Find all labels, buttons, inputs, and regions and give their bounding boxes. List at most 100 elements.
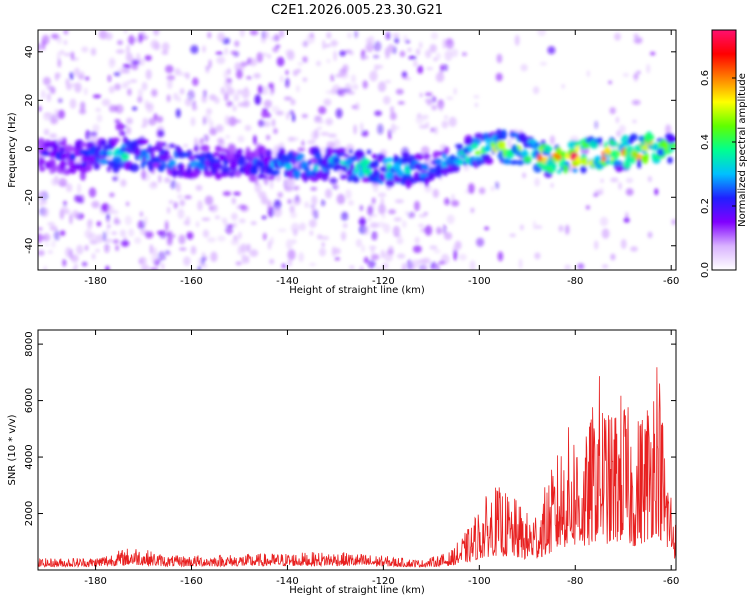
heatmap-ridge-cell: [280, 154, 288, 160]
heatmap-noise-cell: [85, 129, 91, 141]
heatmap-ridge-cell: [667, 156, 673, 164]
heatmap-noise-cell: [417, 65, 424, 74]
heatmap-ridge-cell: [59, 146, 65, 154]
heatmap-noise-cell: [404, 210, 409, 215]
heatmap-noise-cell: [239, 61, 246, 69]
heatmap-ridge-cell: [38, 165, 46, 172]
heatmap-x-tick-label: -120: [372, 276, 395, 287]
heatmap-ridge-cell: [580, 165, 587, 174]
heatmap-noise-cell: [137, 220, 146, 230]
heatmap-noise-cell: [38, 233, 43, 244]
heatmap-noise-cell: [120, 179, 127, 187]
heatmap-ridge-cell: [96, 144, 103, 152]
snr-x-ticks: -180 -160 -140 -120 -100 -80 -60: [84, 330, 679, 587]
heatmap-ridge-cell: [341, 165, 348, 173]
heatmap-noise-cell: [285, 239, 293, 250]
heatmap-noise-cell: [66, 83, 72, 91]
heatmap-ridge-cell: [378, 153, 385, 163]
heatmap-noise-cell: [397, 101, 405, 105]
heatmap-noise-cell: [620, 238, 627, 250]
heatmap-noise-cell: [371, 230, 378, 241]
heatmap-noise-cell: [351, 74, 356, 83]
heatmap-x-tick-label: -180: [84, 276, 107, 287]
heatmap-noise-cell: [325, 118, 334, 126]
heatmap-noise-cell: [49, 225, 58, 231]
heatmap-ridge-cell: [212, 162, 219, 170]
heatmap-noise-cell: [96, 221, 102, 227]
heatmap-noise-cell: [594, 240, 599, 250]
heatmap-ridge-cell: [379, 173, 387, 182]
heatmap-noise-cell: [509, 233, 516, 237]
heatmap-ridge-cell: [401, 152, 410, 158]
heatmap-ridge-cell: [482, 132, 492, 140]
heatmap-ridge-cell: [563, 164, 569, 174]
heatmap-noise-cell: [618, 182, 622, 190]
heatmap-noise-cell: [318, 146, 328, 154]
heatmap-noise-cell: [64, 30, 69, 36]
heatmap-noise-cell: [514, 34, 520, 46]
heatmap-ridge-cell: [292, 169, 302, 179]
heatmap-noise-cell: [287, 198, 292, 205]
heatmap-noise-cell: [369, 70, 378, 82]
heatmap-ridge-cell: [474, 150, 481, 156]
heatmap-noise-cell: [441, 120, 449, 129]
heatmap-noise-cell: [349, 265, 355, 269]
heatmap-ridge-cell: [221, 166, 230, 174]
heatmap-noise-cell: [446, 96, 454, 101]
heatmap-noise-cell: [250, 221, 257, 226]
heatmap-ridge-cell: [401, 157, 411, 164]
heatmap-y-ticks: -40 -20 0 20 40: [24, 45, 676, 254]
heatmap-ridge-cell: [429, 171, 438, 178]
heatmap-ridge-cell: [214, 173, 222, 180]
heatmap-noise-cell: [367, 217, 372, 222]
heatmap-noise-cell: [534, 225, 543, 229]
heatmap-noise-cell: [195, 184, 203, 191]
heatmap-noise-cell: [269, 258, 275, 265]
heatmap-ridge-cell: [332, 156, 341, 165]
heatmap-noise-cell: [322, 39, 326, 50]
heatmap-noise-cell: [293, 228, 298, 237]
heatmap-noise-cell: [156, 115, 164, 123]
heatmap-noise-cell: [633, 36, 643, 44]
heatmap-noise-cell: [217, 235, 226, 242]
heatmap-noise-cell: [650, 51, 656, 56]
heatmap-noise-cell: [417, 223, 425, 228]
heatmap-noise-cell: [329, 177, 338, 184]
heatmap-noise-cell: [631, 100, 641, 105]
heatmap-noise-cell: [601, 228, 610, 239]
heatmap-ridge-cell: [434, 158, 443, 165]
heatmap-noise-cell: [353, 30, 359, 39]
heatmap-noise-cell: [438, 260, 446, 265]
heatmap-noise-cell: [139, 211, 143, 217]
heatmap-noise-cell: [564, 264, 571, 270]
heatmap-noise-cell: [132, 106, 138, 111]
heatmap-noise-cell: [484, 226, 490, 231]
heatmap-noise-cell: [119, 229, 126, 237]
heatmap-noise-cell: [414, 200, 420, 212]
heatmap-y-label: Frequency (Hz): [7, 112, 18, 188]
heatmap-noise-cell: [224, 92, 229, 102]
heatmap-ridge-cell: [374, 158, 379, 168]
heatmap-noise-cell: [38, 42, 41, 52]
heatmap-ridge-cell: [217, 162, 222, 169]
heatmap-noise-cell: [83, 87, 88, 96]
heatmap-noise-cell: [104, 238, 113, 243]
heatmap-noise-cell: [257, 84, 263, 95]
snr-axes-frame: [37, 329, 677, 571]
heatmap-noise-cell: [131, 59, 140, 66]
heatmap-ridge-cell: [413, 163, 420, 169]
heatmap-ridge-cell: [385, 178, 395, 188]
heatmap-noise-cell: [363, 55, 369, 60]
heatmap-ridge-cell: [551, 161, 557, 171]
heatmap-ridge-cell: [616, 151, 621, 157]
heatmap-noise-cell: [374, 64, 379, 72]
heatmap-noise-cell: [183, 144, 189, 148]
heatmap-noise-cell: [153, 30, 160, 36]
heatmap-ridge-cell: [609, 138, 614, 146]
heatmap-noise-cell: [209, 127, 218, 136]
heatmap-noise-cell: [395, 126, 400, 130]
heatmap-noise-cell: [622, 72, 630, 78]
heatmap-noise-cell: [430, 127, 436, 133]
heatmap-ridge-cell: [481, 157, 486, 165]
heatmap-y-tick-label: -40: [24, 238, 35, 254]
